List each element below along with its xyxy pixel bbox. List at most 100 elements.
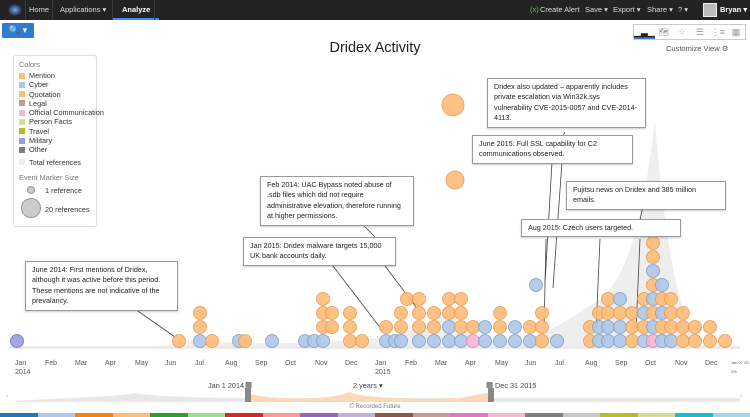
event-marker[interactable] (625, 320, 639, 334)
legend-item[interactable]: Legal (19, 99, 91, 108)
event-marker[interactable] (613, 334, 627, 348)
event-marker[interactable] (655, 278, 669, 292)
event-marker[interactable] (535, 320, 549, 334)
event-marker[interactable] (394, 334, 408, 348)
event-marker[interactable] (442, 320, 456, 334)
event-marker[interactable] (400, 292, 414, 306)
event-marker[interactable] (454, 334, 468, 348)
event-marker[interactable] (508, 334, 522, 348)
map-view-icon[interactable]: 🗺 (658, 27, 670, 37)
annotation-aug-2015[interactable]: Aug 2015: Czech users targeted. (521, 219, 681, 238)
event-marker[interactable] (193, 320, 207, 334)
timeline-view-icon[interactable]: ▁▃▁ (634, 27, 655, 39)
range-start-date[interactable]: Jan 1 2014 (208, 381, 245, 390)
event-marker[interactable] (625, 306, 639, 320)
event-marker[interactable] (454, 292, 468, 306)
event-marker[interactable] (508, 320, 522, 334)
nav-analyze[interactable]: Analyze (113, 0, 160, 20)
grid-view-icon[interactable]: ▦ (731, 27, 741, 37)
legend-item[interactable]: Quotation (19, 90, 91, 99)
event-marker[interactable] (343, 320, 357, 334)
event-marker[interactable] (646, 264, 660, 278)
event-marker[interactable] (676, 320, 690, 334)
event-marker[interactable] (442, 306, 456, 320)
event-marker[interactable] (493, 306, 507, 320)
event-marker[interactable] (172, 334, 186, 348)
calendar-end-icon[interactable]: ▦ (486, 380, 493, 389)
annotation-june-2014[interactable]: June 2014: First mentions of Dridex, alt… (25, 261, 178, 311)
event-marker[interactable] (466, 334, 480, 348)
event-marker[interactable] (193, 334, 207, 348)
event-marker[interactable] (676, 306, 690, 320)
event-marker[interactable] (193, 306, 207, 320)
event-marker[interactable] (601, 306, 615, 320)
event-marker[interactable] (688, 334, 702, 348)
annotation-dridex-update[interactable]: Dridex also updated – apparently include… (487, 78, 646, 128)
event-marker[interactable] (646, 250, 660, 264)
network-view-icon[interactable]: ⁘ (678, 27, 686, 37)
event-marker[interactable] (454, 320, 468, 334)
event-marker[interactable] (466, 320, 480, 334)
event-marker[interactable] (523, 334, 537, 348)
legend-item[interactable]: Official Communication (19, 108, 104, 117)
event-marker[interactable] (664, 306, 678, 320)
event-marker[interactable] (316, 292, 330, 306)
event-marker[interactable] (601, 320, 615, 334)
event-marker[interactable] (664, 334, 678, 348)
legend-item[interactable]: Cyber (19, 80, 91, 89)
annotation-june-2015[interactable]: June 2015: Full SSL capability for C2 co… (472, 135, 633, 164)
event-marker[interactable] (601, 334, 615, 348)
event-marker[interactable] (493, 334, 507, 348)
event-marker[interactable] (343, 306, 357, 320)
event-marker[interactable] (613, 292, 627, 306)
event-marker[interactable] (478, 320, 492, 334)
event-marker[interactable] (427, 320, 441, 334)
range-span-select[interactable]: 2 years ▾ (353, 381, 383, 390)
event-marker[interactable] (412, 306, 426, 320)
event-marker[interactable] (529, 278, 543, 292)
nav-home[interactable]: Home (29, 5, 50, 14)
help-menu[interactable]: ? ▾ (678, 5, 689, 14)
event-marker[interactable] (523, 320, 537, 334)
bullet-list-view-icon[interactable]: ⋮≡ (710, 27, 726, 37)
event-marker[interactable] (718, 334, 732, 348)
user-menu[interactable]: Bryan ▾ (720, 5, 748, 14)
export-menu[interactable]: Export ▾ (613, 5, 641, 14)
annotation-feb-2014[interactable]: Feb 2014: UAC Bypass noted abuse of .sdb… (260, 176, 414, 226)
search-button[interactable]: 🔍 ▾ (2, 23, 34, 38)
event-marker[interactable] (703, 334, 717, 348)
event-marker[interactable] (343, 334, 357, 348)
customize-view-button[interactable]: Customize View ⚙ (666, 44, 729, 53)
event-marker[interactable] (442, 334, 456, 348)
event-marker[interactable] (493, 320, 507, 334)
event-marker[interactable] (325, 320, 339, 334)
event-marker[interactable] (316, 334, 330, 348)
event-marker[interactable] (442, 292, 456, 306)
share-menu[interactable]: Share ▾ (647, 5, 673, 14)
event-marker[interactable] (412, 320, 426, 334)
event-marker[interactable] (427, 306, 441, 320)
nav-applications[interactable]: Applications ▾ (60, 5, 107, 14)
event-marker[interactable] (664, 292, 678, 306)
event-marker[interactable] (676, 334, 690, 348)
event-marker[interactable] (412, 334, 426, 348)
event-marker[interactable] (445, 170, 465, 190)
event-marker[interactable] (379, 320, 393, 334)
event-marker[interactable] (394, 306, 408, 320)
event-marker[interactable] (625, 334, 639, 348)
legend-item[interactable]: Travel (19, 127, 91, 136)
legend-item[interactable]: Person Facts (19, 117, 91, 126)
calendar-start-icon[interactable]: ▦ (245, 380, 252, 389)
logo-icon[interactable] (8, 4, 22, 16)
event-marker[interactable] (613, 320, 627, 334)
event-marker[interactable] (355, 334, 369, 348)
event-marker[interactable] (613, 306, 627, 320)
annotation-jan-2015[interactable]: Jan 2015: Dridex malware targets 15,000 … (243, 237, 396, 266)
legend-item[interactable]: Mention (19, 71, 91, 80)
event-marker[interactable] (441, 93, 465, 117)
create-alert-button[interactable]: Create Alert (540, 5, 580, 14)
avatar[interactable] (703, 3, 717, 17)
event-marker[interactable] (238, 334, 252, 348)
legend-item[interactable]: Military (19, 136, 91, 145)
event-marker[interactable] (535, 306, 549, 320)
